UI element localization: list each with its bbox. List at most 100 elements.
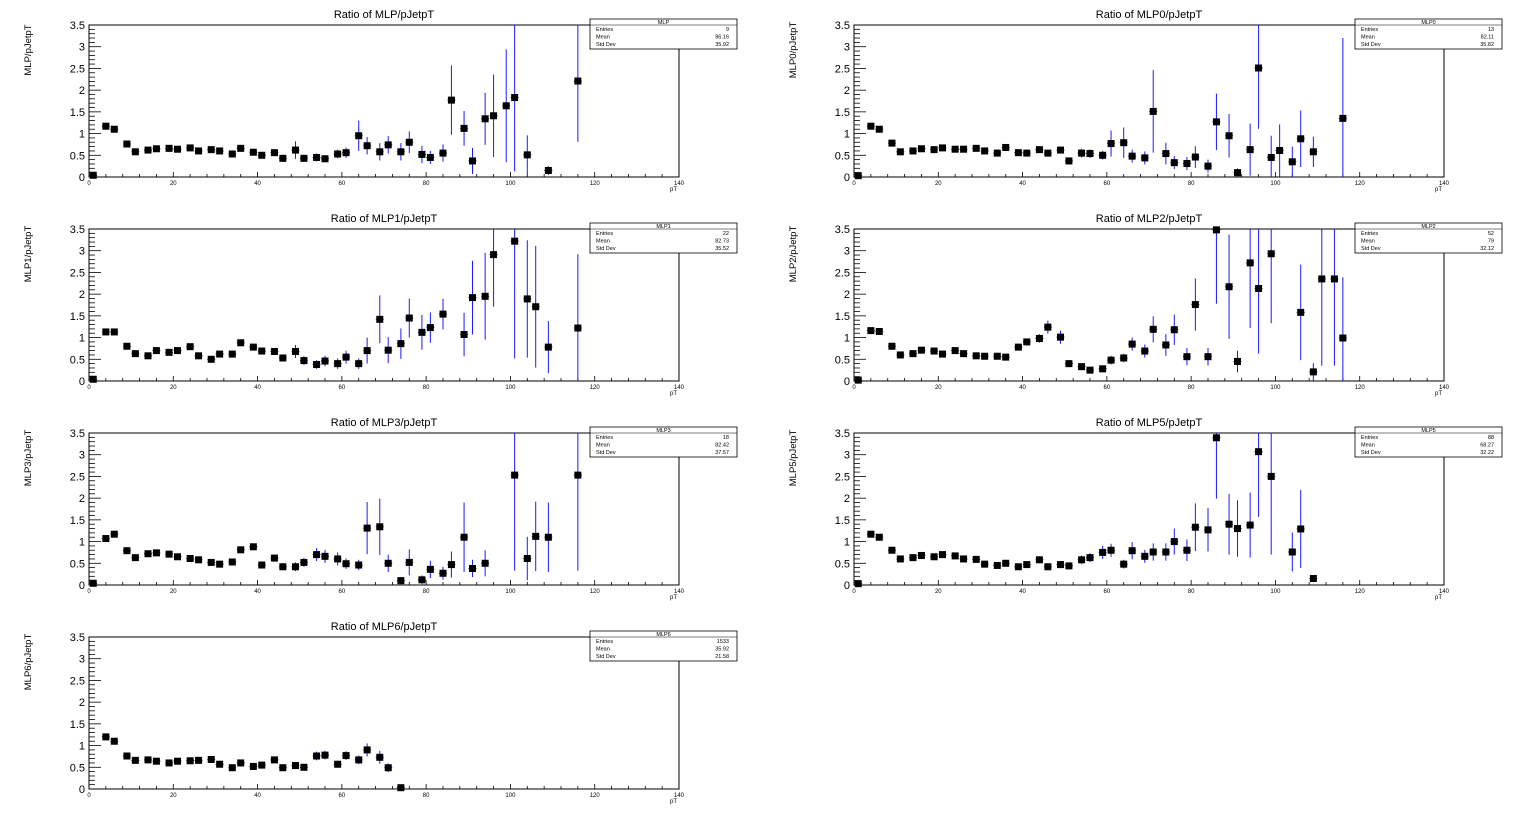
data-point: [917, 346, 925, 354]
x-tick-label: 60: [339, 181, 346, 187]
data-point: [300, 154, 308, 162]
stats-label: Mean: [596, 35, 610, 41]
y-tick-label: 1.5: [835, 311, 850, 323]
stats-box: MLP6 Entries 1533 Mean 35.92 Std Dev 21.58: [589, 630, 738, 662]
y-tick-label: 3: [844, 246, 850, 258]
data-point: [195, 147, 203, 155]
data-point: [123, 752, 131, 760]
x-tick-label: 140: [1439, 589, 1450, 595]
stats-value: 13: [1488, 27, 1494, 33]
stats-box-frame: [589, 18, 738, 50]
data-point: [523, 555, 531, 563]
data-point: [1183, 546, 1191, 554]
data-point: [363, 142, 371, 150]
data-point: [960, 350, 968, 358]
data-point: [1014, 149, 1022, 157]
data-point: [1035, 556, 1043, 564]
data-point: [469, 157, 476, 165]
stats-value: 35.92: [715, 42, 729, 48]
data-point: [131, 350, 139, 358]
data-point: [1170, 326, 1178, 334]
x-tick-label: 80: [423, 181, 430, 187]
data-point: [1170, 538, 1178, 546]
data-point: [300, 763, 308, 771]
x-tick-label: 20: [170, 181, 177, 187]
x-tick-label: 100: [505, 385, 516, 391]
x-tick-label: 60: [339, 793, 346, 799]
x-tick-label: 80: [1188, 385, 1195, 391]
x-tick-label: 140: [1439, 385, 1450, 391]
data-point: [152, 145, 160, 153]
data-point: [279, 354, 287, 362]
data-point: [951, 145, 959, 153]
data-point: [1183, 353, 1191, 361]
data-point: [939, 551, 946, 559]
data-point: [207, 146, 215, 154]
y-axis-label: MLP6/pJetpT: [23, 634, 34, 691]
data-point: [511, 237, 519, 245]
data-point: [144, 550, 152, 558]
data-point: [972, 555, 980, 563]
data-point: [1107, 356, 1115, 364]
plot-title: Ratio of MLP/pJetpT: [334, 9, 435, 21]
data-point: [1191, 301, 1199, 309]
data-point: [1014, 563, 1022, 571]
x-tick-label: 60: [1104, 589, 1111, 595]
stats-box: MLP5 Entries 88 Mean 68.27 Std Dev 32.22: [1354, 426, 1503, 458]
y-tick-label: 2.5: [835, 63, 850, 75]
data-point: [502, 102, 510, 110]
data-point: [1078, 363, 1086, 371]
data-point: [1086, 150, 1094, 158]
data-point: [981, 352, 989, 360]
stats-label: Entries: [1361, 231, 1378, 237]
data-point: [279, 764, 287, 772]
data-point: [1204, 526, 1212, 534]
y-axis-label: MLP3/pJetpT: [23, 430, 34, 487]
stats-label: Entries: [1361, 27, 1378, 33]
stats-box-name: MLP6: [656, 632, 670, 638]
data-point: [174, 553, 181, 561]
stats-value: 37.57: [715, 450, 729, 456]
x-tick-label: 140: [1439, 181, 1450, 187]
data-point: [917, 551, 925, 559]
data-point: [1120, 354, 1128, 362]
x-tick-label: 0: [87, 181, 91, 187]
data-point: [1128, 340, 1136, 348]
data-point: [195, 756, 203, 764]
data-point: [334, 760, 342, 768]
data-point: [237, 339, 245, 347]
data-point: [1149, 107, 1157, 115]
y-tick-label: 3: [79, 246, 85, 258]
data-point: [481, 115, 489, 123]
data-point: [909, 147, 917, 155]
x-tick-label: 100: [1270, 181, 1281, 187]
data-point: [1309, 574, 1317, 582]
x-tick-label: 0: [87, 793, 91, 799]
stats-box: MLP3 Entries 18 Mean 82.42 Std Dev 37.57: [589, 426, 738, 458]
data-point: [1044, 563, 1052, 571]
x-tick-label: 100: [1270, 385, 1281, 391]
stats-box-name: MLP5: [1421, 428, 1435, 434]
data-point: [1204, 162, 1212, 170]
x-tick-label: 40: [254, 181, 261, 187]
x-tick-label: 120: [590, 385, 601, 391]
data-point: [110, 737, 118, 745]
x-tick-label: 0: [852, 385, 856, 391]
stats-label: Mean: [596, 443, 610, 449]
data-point: [460, 533, 468, 541]
stats-box-name: MLP0: [1421, 20, 1435, 26]
y-tick-label: 2.5: [70, 675, 85, 687]
data-point: [951, 552, 959, 560]
data-point: [896, 351, 904, 359]
y-tick-label: 0.5: [70, 762, 85, 774]
data-point: [1078, 149, 1086, 157]
data-point: [1162, 150, 1170, 158]
plot-frame: [88, 228, 680, 382]
data-point: [909, 350, 917, 358]
data-point: [1339, 334, 1347, 342]
x-axis-label: pT: [1435, 595, 1442, 601]
y-tick-label: 3.5: [70, 632, 85, 644]
data-point: [1212, 434, 1220, 442]
x-tick-label: 20: [935, 589, 942, 595]
data-point: [888, 139, 896, 147]
